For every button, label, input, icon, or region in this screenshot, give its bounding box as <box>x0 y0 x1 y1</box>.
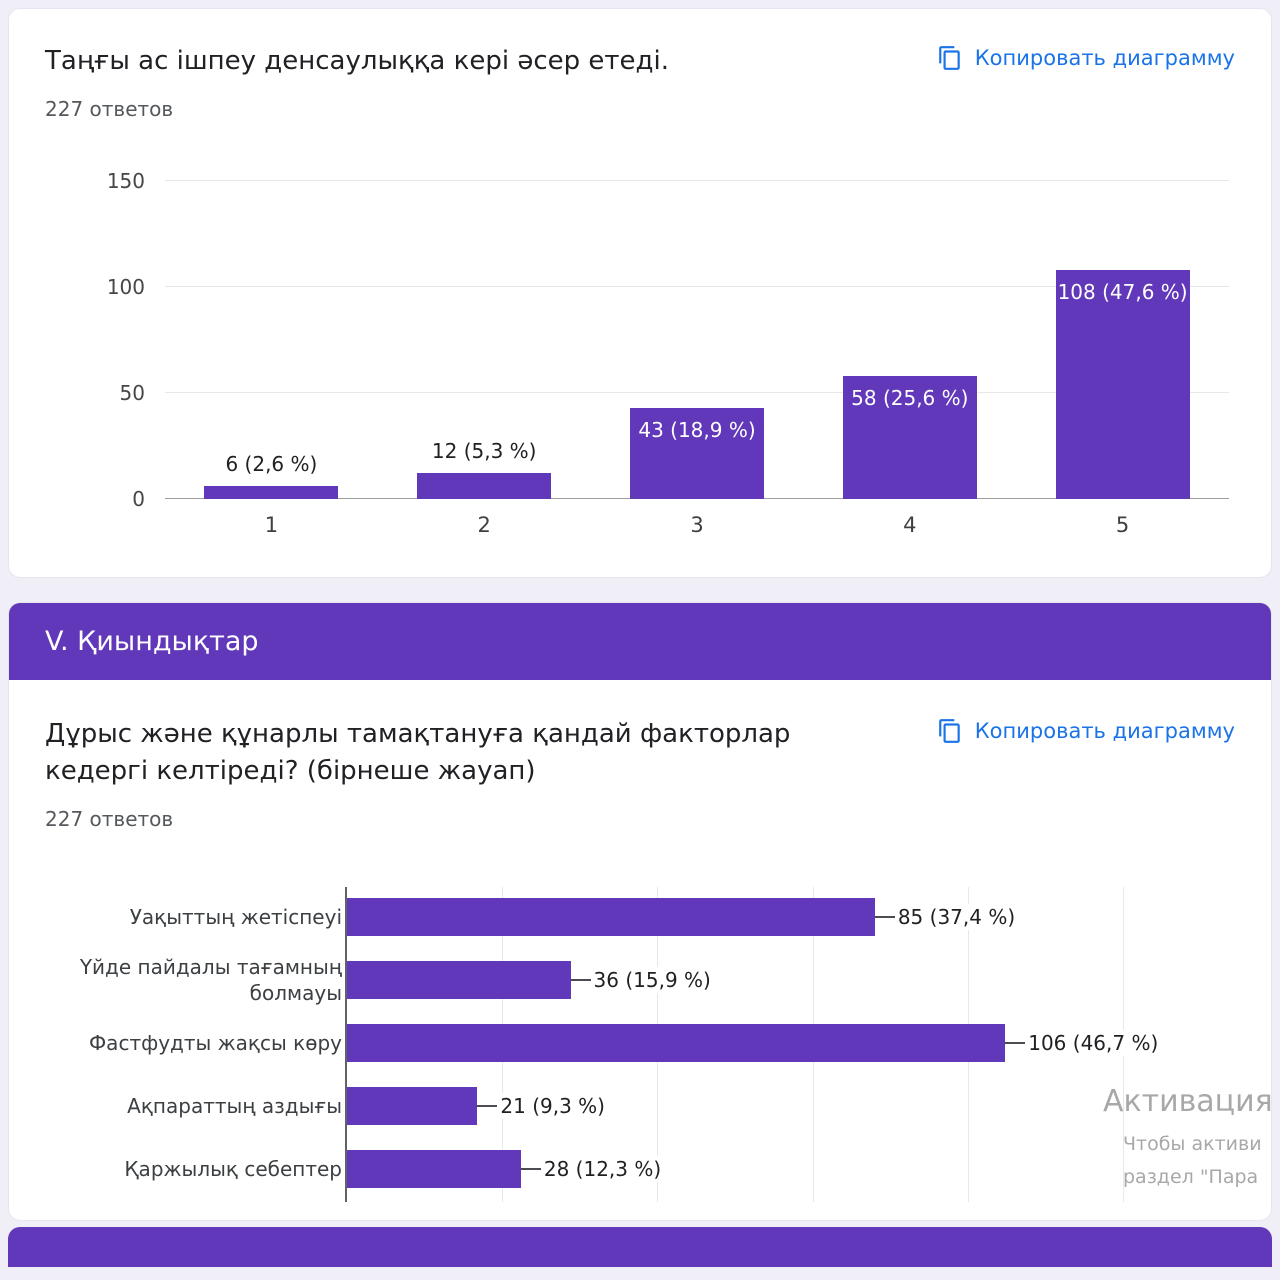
bar-value-label: 6 (2,6 %) <box>225 451 318 476</box>
section-header: V. Қиындықтар <box>9 602 1271 680</box>
bar-2 <box>417 473 552 499</box>
bar-value-label: 106 (46,7 %) <box>1005 1030 1162 1057</box>
next-section-card-top <box>8 1227 1272 1268</box>
bar-row-2 <box>347 961 571 1000</box>
bar-value-label: 28 (12,3 %) <box>520 1156 665 1183</box>
bar-value-label: 43 (18,9 %) <box>638 417 756 442</box>
x-axis-tick-3: 3 <box>690 512 704 537</box>
bar-value-text: 36 (15,9 %) <box>590 967 714 994</box>
x-axis-tick-2: 2 <box>477 512 491 537</box>
gridline-y-50 <box>165 391 1229 393</box>
question-title-2: Дұрыс және құнарлы тамақтануға қандай фа… <box>45 718 791 787</box>
bar-value-text: 28 (12,3 %) <box>540 1156 665 1183</box>
value-connector-line <box>477 1105 498 1108</box>
horizontal-bar-chart-plot: Уақыттың жетіспеуі 85 (37,4 %) Үйде пайдал… <box>80 887 1235 1203</box>
vertical-bar-chart-plot: 0 50 100 150 6 (2,6 %) 1 12 (5,3 %) 2 43 (18,9 %… <box>107 169 1229 537</box>
bar-value-label: 108 (47,6 %) <box>1057 279 1188 304</box>
bar-row-3 <box>347 1024 1006 1063</box>
value-connector-line <box>1005 1042 1026 1045</box>
bar-row-4 <box>347 1087 478 1126</box>
bar-5 <box>1055 269 1190 499</box>
bar-value-label: 58 (25,6 %) <box>851 385 969 410</box>
horizontal-bar-chart: Уақыттың жетіспеуі 85 (37,4 %) Үйде пайдал… <box>45 887 1235 1210</box>
category-label: Фастфудты жақсы көру <box>88 1031 342 1056</box>
bar-row-1 <box>347 898 875 937</box>
copy-chart-button-1[interactable]: Копировать диаграмму <box>937 43 1235 73</box>
copy-chart-button-2[interactable]: Копировать диаграмму <box>937 716 1235 746</box>
value-connector-line <box>570 979 591 982</box>
copy-icon <box>938 46 960 70</box>
bar-value-text: 21 (9,3 %) <box>497 1093 608 1120</box>
y-axis-tick-0: 0 <box>132 486 145 511</box>
bar-value-text: 85 (37,4 %) <box>894 904 1019 931</box>
responses-count-2: 227 ответов <box>45 807 174 832</box>
x-axis-tick-4: 4 <box>903 512 917 537</box>
copy-chart-label-1: Копировать диаграмму <box>974 46 1235 70</box>
bar-value-label: 85 (37,4 %) <box>874 904 1019 931</box>
bar-4 <box>842 375 977 499</box>
copy-chart-label-2: Копировать диаграмму <box>974 718 1235 743</box>
bar-value-label: 36 (15,9 %) <box>570 967 714 994</box>
copy-icon <box>938 718 960 743</box>
bar-1 <box>204 485 339 499</box>
y-axis-tick-150: 150 <box>106 168 145 193</box>
value-connector-line <box>520 1168 541 1171</box>
bar-value-label: 21 (9,3 %) <box>477 1093 608 1120</box>
gridline-y-150 <box>165 179 1229 181</box>
section-title: V. Қиындықтар <box>45 625 259 657</box>
y-axis-tick-100: 100 <box>106 274 145 299</box>
category-label: Уақыттың жетіспеуі <box>129 905 342 930</box>
y-axis-tick-50: 50 <box>119 380 145 405</box>
bar-row-5 <box>347 1150 521 1189</box>
question-title-1: Таңғы ас ішпеу денсаулыққа кері әсер ете… <box>45 46 669 76</box>
x-axis-tick-1: 1 <box>264 512 279 537</box>
value-connector-line <box>874 916 895 919</box>
x-axis-tick-5: 5 <box>1115 512 1130 537</box>
category-label: Ақпараттың аздығы <box>127 1094 342 1119</box>
section-card: V. Қиындықтар Дұрыс және құнарлы тамақта… <box>8 601 1272 1222</box>
question-card-1: Таңғы ас ішпеу денсаулыққа кері әсер ете… <box>8 8 1272 578</box>
vertical-bar-chart: 0 50 100 150 6 (2,6 %) 1 12 (5,3 %) 2 43 (18,9 %… <box>45 169 1235 537</box>
category-label: Қаржылық себептер <box>124 1157 342 1182</box>
bar-value-text: 106 (46,7 %) <box>1025 1030 1162 1057</box>
bar-value-label: 12 (5,3 %) <box>431 439 537 464</box>
category-label: Үйде пайдалы тағамның болмауы <box>79 955 342 1006</box>
gridline-y-100 <box>165 285 1229 287</box>
bar-3 <box>630 407 764 499</box>
responses-count-1: 227 ответов <box>45 96 174 121</box>
